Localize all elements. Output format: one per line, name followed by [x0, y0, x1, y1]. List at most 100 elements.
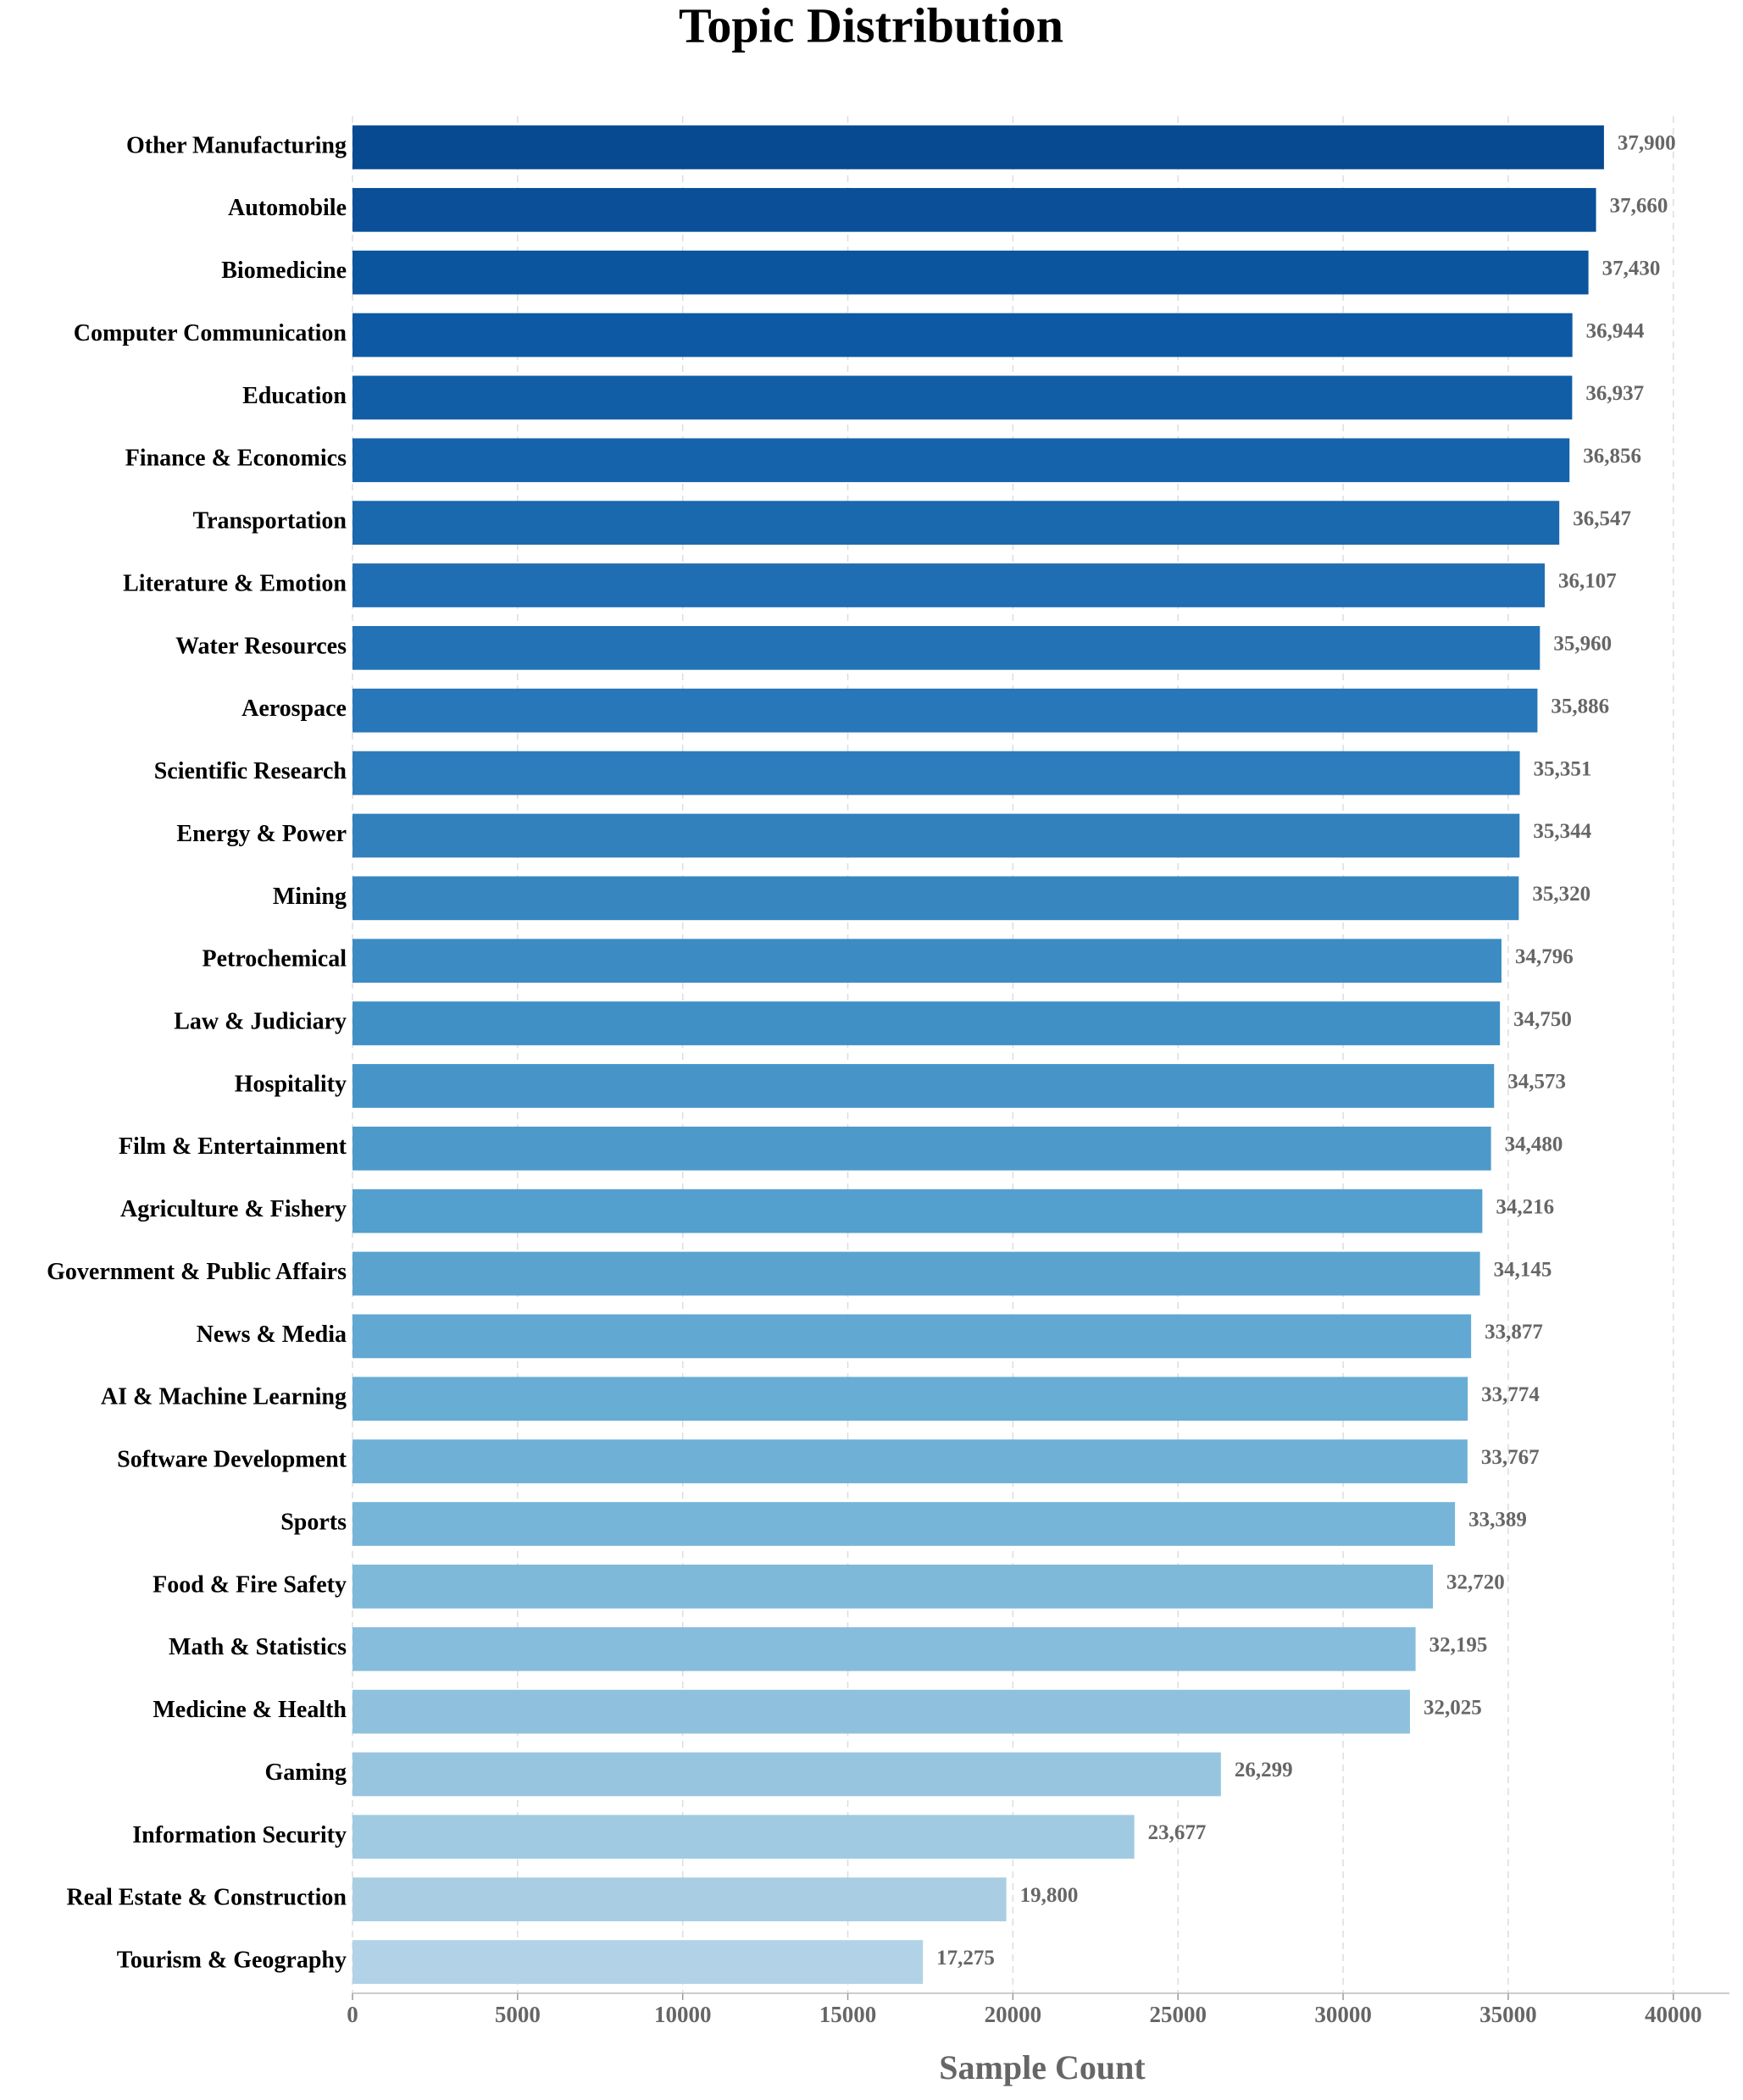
- value-label: 36,856: [1583, 445, 1641, 468]
- value-label: 26,299: [1235, 1759, 1293, 1781]
- value-label: 35,320: [1532, 883, 1590, 906]
- bar: [352, 501, 1560, 545]
- y-tick-label: Hospitality: [235, 1071, 347, 1097]
- bar: [352, 626, 1540, 670]
- bar: [352, 125, 1604, 169]
- bar: [352, 876, 1519, 921]
- bar: [352, 1752, 1221, 1797]
- value-label: 35,344: [1533, 820, 1591, 843]
- y-tick-label: Math & Statistics: [169, 1634, 347, 1660]
- value-label: 19,800: [1020, 1884, 1079, 1907]
- y-tick-label: Law & Judiciary: [174, 1008, 347, 1034]
- value-label: 33,774: [1481, 1383, 1540, 1406]
- value-label: 37,900: [1618, 132, 1676, 155]
- bar: [352, 1251, 1480, 1296]
- value-label: 35,886: [1551, 695, 1609, 718]
- y-tick-label: Medicine & Health: [153, 1697, 347, 1723]
- value-label: 33,767: [1481, 1446, 1540, 1469]
- bar: [352, 1064, 1495, 1108]
- x-tick-label: 35000: [1479, 2002, 1537, 2027]
- bar: [352, 939, 1502, 984]
- value-label: 34,145: [1494, 1258, 1552, 1281]
- x-tick-label: 25000: [1149, 2002, 1207, 2027]
- y-tick-label: Biomedicine: [221, 258, 347, 284]
- bar: [352, 1689, 1410, 1734]
- value-label: 34,750: [1513, 1008, 1572, 1031]
- bar: [352, 1439, 1468, 1483]
- y-tick-label: Mining: [273, 884, 347, 910]
- value-label: 36,944: [1586, 319, 1645, 342]
- chart-title: Topic Distribution: [679, 0, 1063, 53]
- value-label: 36,937: [1585, 382, 1644, 405]
- y-tick-label: Water Resources: [175, 633, 347, 659]
- bar: [352, 1001, 1501, 1045]
- y-tick-label: Aerospace: [241, 695, 347, 722]
- y-tick-label: Scientific Research: [154, 758, 347, 784]
- y-tick-label: Petrochemical: [202, 946, 347, 972]
- bar: [352, 1126, 1491, 1171]
- bar: [352, 1877, 1007, 1922]
- y-tick-label: Software Development: [117, 1447, 347, 1473]
- x-tick-label: 40000: [1645, 2002, 1702, 2027]
- value-label: 17,275: [936, 1947, 995, 1970]
- bar: [352, 438, 1570, 483]
- value-label: 35,960: [1553, 633, 1612, 656]
- value-label: 32,025: [1424, 1696, 1482, 1719]
- bar: [352, 375, 1573, 420]
- value-label: 34,480: [1505, 1133, 1563, 1156]
- x-tick-label: 0: [347, 2002, 358, 2027]
- value-label: 37,430: [1602, 257, 1661, 280]
- value-label: 34,573: [1507, 1071, 1566, 1094]
- y-tick-label: Literature & Emotion: [123, 570, 347, 596]
- y-tick-label: Gaming: [265, 1759, 347, 1786]
- bar: [352, 1940, 924, 1984]
- y-tick-label: Tourism & Geography: [117, 1947, 347, 1973]
- bar: [352, 1626, 1416, 1671]
- value-label: 36,107: [1558, 570, 1617, 593]
- x-tick-label: 15000: [819, 2002, 877, 2027]
- bar: [352, 688, 1538, 733]
- bar: [352, 1815, 1135, 1859]
- bar: [352, 1565, 1434, 1609]
- y-tick-label: Transportation: [193, 508, 347, 535]
- y-tick-label: Information Security: [132, 1822, 347, 1848]
- value-label: 34,216: [1496, 1195, 1554, 1218]
- y-tick-label: Education: [242, 383, 347, 409]
- bar: [352, 187, 1596, 232]
- value-label: 33,877: [1485, 1321, 1543, 1344]
- y-tick-label: Sports: [280, 1509, 347, 1535]
- value-label: 32,195: [1429, 1633, 1488, 1656]
- y-tick-label: Other Manufacturing: [126, 132, 347, 158]
- x-tick-label: 10000: [654, 2002, 712, 2027]
- bar: [352, 1314, 1472, 1359]
- y-tick-label: Government & Public Affairs: [47, 1259, 347, 1285]
- y-tick-label: Automobile: [228, 195, 347, 221]
- value-label: 37,660: [1610, 195, 1668, 218]
- y-tick-label: AI & Machine Learning: [101, 1384, 347, 1410]
- y-tick-label: Energy & Power: [176, 821, 347, 847]
- bar: [352, 751, 1520, 795]
- bar: [352, 813, 1520, 858]
- y-tick-label: Film & Entertainment: [119, 1133, 347, 1160]
- y-tick-label: Real Estate & Construction: [66, 1885, 347, 1911]
- bar: [352, 1189, 1483, 1233]
- value-label: 32,720: [1446, 1571, 1505, 1594]
- bar: [352, 1377, 1468, 1421]
- y-tick-label: Finance & Economics: [125, 446, 347, 472]
- value-label: 23,677: [1148, 1821, 1207, 1844]
- x-tick-label: 30000: [1314, 2002, 1372, 2027]
- y-tick-label: Agriculture & Fishery: [120, 1196, 347, 1222]
- value-label: 36,547: [1573, 507, 1631, 530]
- bar: [352, 313, 1573, 357]
- y-tick-label: Food & Fire Safety: [153, 1571, 347, 1598]
- value-label: 33,389: [1468, 1509, 1527, 1532]
- x-axis-title: Sample Count: [939, 2048, 1146, 2086]
- bar: [352, 250, 1589, 295]
- value-label: 35,351: [1534, 757, 1592, 780]
- value-label: 34,796: [1515, 945, 1574, 968]
- y-tick-label: Computer Communication: [74, 320, 347, 346]
- x-tick-label: 20000: [985, 2002, 1042, 2027]
- x-tick-label: 5000: [495, 2002, 541, 2027]
